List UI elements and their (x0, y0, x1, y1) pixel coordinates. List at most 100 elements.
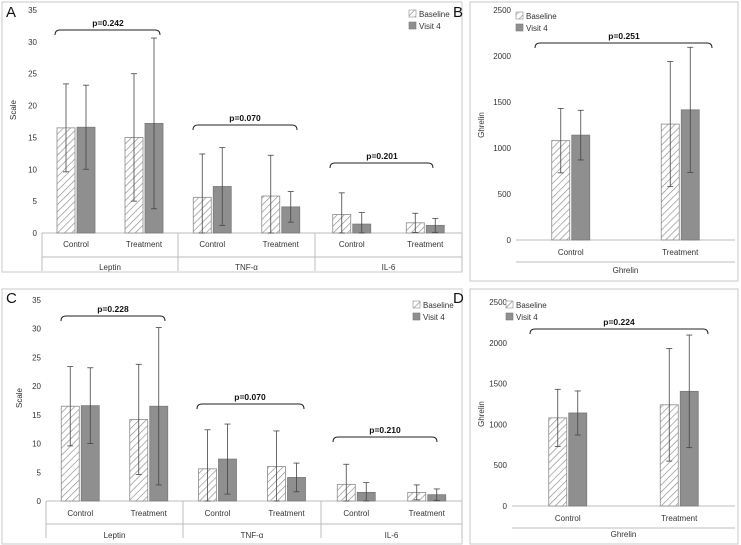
legend-label: Baseline (419, 10, 450, 19)
panel-label: A (6, 4, 16, 21)
legend-swatch (505, 312, 514, 321)
legend-swatch (408, 21, 417, 30)
legend-swatch (515, 23, 524, 32)
panel-label: B (453, 4, 463, 21)
legend-swatch (412, 312, 421, 321)
legend-label: Visit 4 (423, 313, 445, 322)
y-tick-label: 1000 (493, 144, 511, 153)
y-tick-label: 10 (28, 165, 37, 174)
x-group-label: Leptin (99, 263, 121, 272)
x-category-label: Treatment (126, 240, 163, 249)
legend-label: Baseline (516, 301, 547, 310)
y-tick-label: 35 (32, 296, 41, 305)
y-tick-label: 30 (32, 325, 41, 334)
y-tick-label: 5 (37, 468, 42, 477)
legend-label: Baseline (423, 301, 454, 310)
x-category-label: Treatment (268, 509, 305, 518)
significance-bracket (54, 29, 161, 36)
x-group-label: Leptin (104, 531, 126, 540)
x-group-label: TNF-α (235, 263, 258, 272)
x-category-label: Control (343, 509, 369, 518)
x-group-label: TNF-α (241, 531, 264, 540)
p-value-label: p=0.251 (608, 31, 640, 41)
y-tick-label: 2500 (489, 298, 507, 307)
panel-c: C 0 5 10 15 20 25 30 35 Scale Control Treatment Lept… (1, 288, 463, 545)
x-group-label: Ghrelin (611, 530, 637, 539)
y-tick-label: 0 (507, 236, 512, 245)
x-category-label: Treatment (407, 240, 444, 249)
y-axis-title: Scale (15, 387, 24, 408)
x-category-label: Treatment (661, 514, 698, 523)
y-tick-label: 500 (498, 190, 512, 199)
y-tick-label: 15 (32, 411, 41, 420)
y-tick-label: 0 (33, 229, 38, 238)
legend-label: Visit 4 (516, 313, 538, 322)
significance-bracket (534, 42, 713, 49)
panel-a: A 0 5 10 15 20 25 30 35 Scale Control Treatment Lept… (1, 1, 463, 273)
panel-border (469, 1, 739, 282)
y-tick-label: 2000 (493, 52, 511, 61)
p-value-label: p=0.070 (229, 113, 261, 123)
legend-swatch (412, 300, 421, 309)
panel-border (1, 1, 463, 273)
x-category-label: Control (63, 240, 89, 249)
p-value-label: p=0.201 (366, 151, 398, 161)
y-tick-label: 5 (33, 197, 38, 206)
y-tick-label: 35 (28, 6, 37, 15)
panel-border (1, 288, 463, 545)
y-tick-label: 500 (494, 461, 508, 470)
legend-label: Visit 4 (526, 24, 548, 33)
y-tick-label: 0 (37, 497, 42, 506)
x-category-label: Control (555, 514, 581, 523)
y-tick-label: 1500 (489, 380, 507, 389)
significance-bracket (329, 162, 434, 169)
significance-bracket (196, 403, 305, 410)
x-category-label: Treatment (662, 248, 699, 257)
legend-swatch (505, 300, 514, 309)
y-tick-label: 2500 (493, 6, 511, 15)
panel-b: B 0 500 1000 1500 2000 2500 Ghrelin Control Treat… (453, 1, 739, 282)
y-tick-label: 25 (32, 353, 41, 362)
x-category-label: Control (558, 248, 584, 257)
x-category-label: Treatment (409, 509, 446, 518)
legend-swatch (408, 9, 417, 18)
y-tick-label: 30 (28, 38, 37, 47)
y-tick-label: 0 (503, 502, 508, 511)
panel-border (469, 288, 739, 545)
y-tick-label: 1000 (489, 420, 507, 429)
x-category-label: Control (205, 509, 231, 518)
y-tick-label: 1500 (493, 98, 511, 107)
y-axis-title: Scale (9, 99, 18, 120)
legend-label: Baseline (526, 12, 557, 21)
p-value-label: p=0.242 (92, 18, 124, 28)
x-category-label: Control (339, 240, 365, 249)
significance-bracket (529, 328, 709, 335)
y-axis-title: Ghrelin (477, 401, 486, 427)
significance-bracket (332, 436, 438, 443)
x-category-label: Control (67, 509, 93, 518)
p-value-label: p=0.070 (234, 392, 266, 402)
panel-label: D (453, 290, 464, 307)
significance-bracket (192, 124, 298, 131)
y-tick-label: 2000 (489, 339, 507, 348)
significance-bracket (60, 315, 166, 322)
y-tick-label: 15 (28, 133, 37, 142)
y-tick-label: 10 (32, 440, 41, 449)
x-category-label: Control (199, 240, 225, 249)
y-tick-label: 20 (28, 102, 37, 111)
panel-label: C (6, 290, 17, 307)
p-value-label: p=0.210 (369, 425, 401, 435)
y-tick-label: 25 (28, 70, 37, 79)
legend-label: Visit 4 (419, 22, 441, 31)
y-axis-title: Ghrelin (477, 112, 486, 138)
panel-d: D 0 500 1000 1500 2000 2500 Ghrelin Control Treat… (453, 288, 739, 545)
p-value-label: p=0.228 (97, 304, 129, 314)
y-tick-label: 20 (32, 382, 41, 391)
x-group-label: IL-6 (382, 263, 396, 272)
x-category-label: Treatment (263, 240, 300, 249)
x-group-label: Ghrelin (613, 266, 639, 275)
x-group-label: IL-6 (385, 531, 399, 540)
x-category-label: Treatment (131, 509, 168, 518)
p-value-label: p=0.224 (603, 317, 635, 327)
